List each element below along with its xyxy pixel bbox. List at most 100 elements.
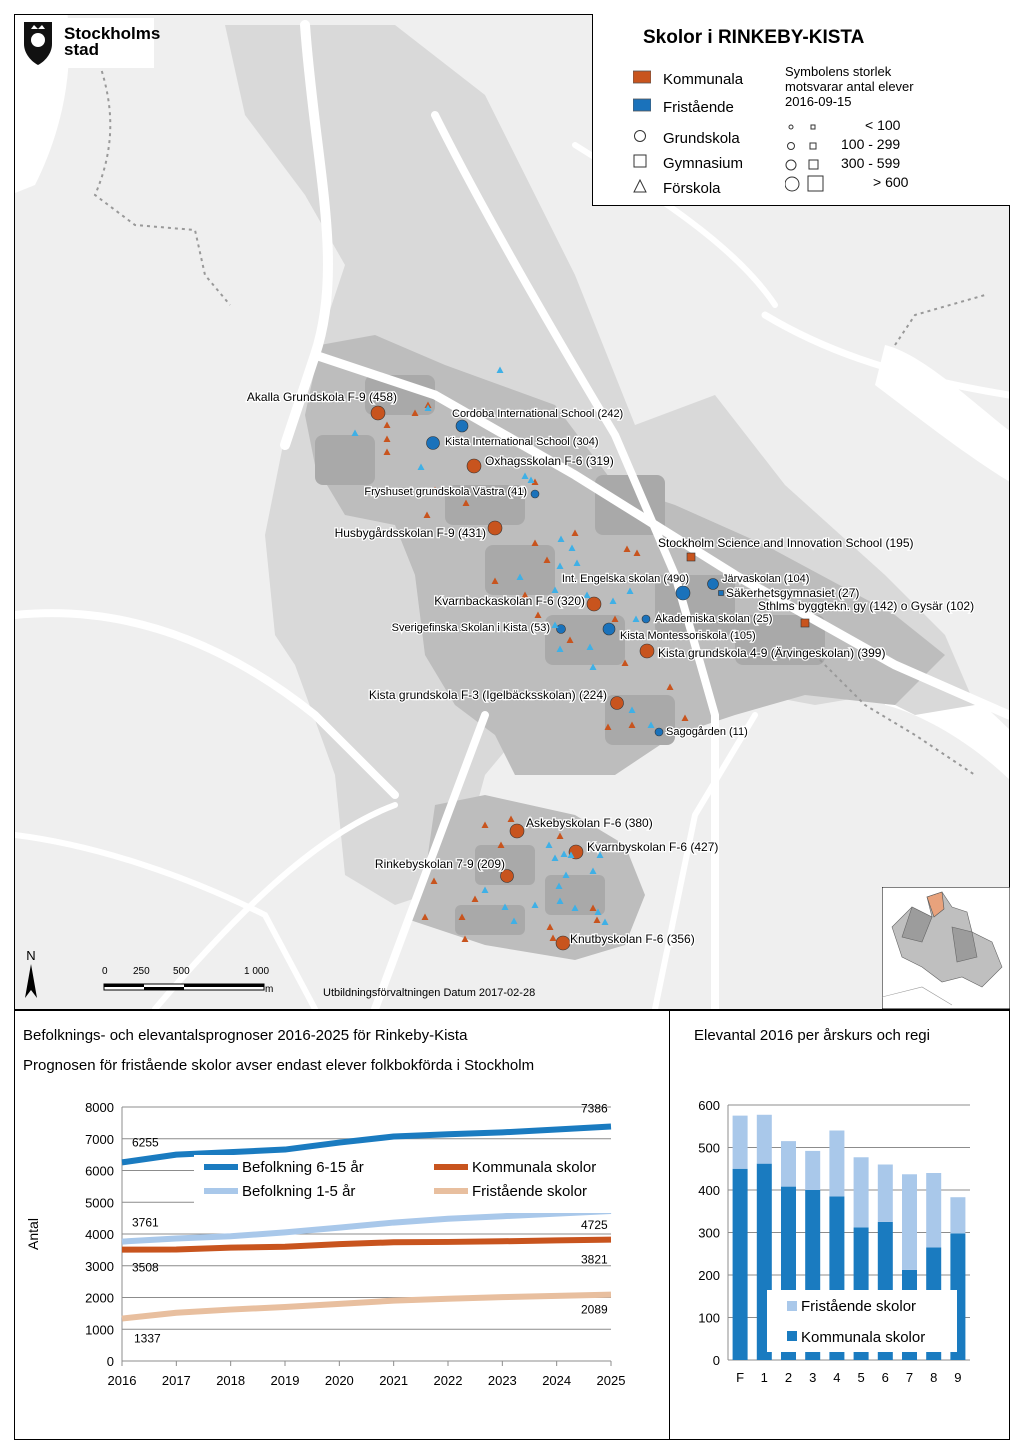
- preschool-marker[interactable]: [417, 463, 425, 471]
- preschool-marker[interactable]: [589, 867, 597, 875]
- preschool-marker[interactable]: [681, 714, 689, 722]
- preschool-marker[interactable]: [609, 597, 617, 605]
- preschool-marker[interactable]: [593, 916, 601, 924]
- school-marker[interactable]: [707, 578, 719, 590]
- preschool-marker[interactable]: [411, 409, 419, 417]
- preschool-marker[interactable]: [556, 562, 564, 570]
- preschool-marker[interactable]: [589, 904, 597, 912]
- school-marker[interactable]: [555, 935, 571, 951]
- preschool-marker[interactable]: [556, 832, 564, 840]
- preschool-marker[interactable]: [471, 895, 479, 903]
- preschool-marker[interactable]: [560, 850, 568, 858]
- school-marker[interactable]: [686, 552, 696, 562]
- school-marker[interactable]: [654, 727, 664, 737]
- preschool-marker[interactable]: [604, 723, 612, 731]
- school-marker[interactable]: [718, 590, 724, 596]
- preschool-marker[interactable]: [430, 877, 438, 885]
- preschool-marker[interactable]: [556, 645, 564, 653]
- preschool-marker[interactable]: [633, 549, 641, 557]
- school-marker[interactable]: [586, 596, 602, 612]
- school-marker[interactable]: [602, 622, 616, 636]
- school-marker[interactable]: [455, 419, 469, 433]
- preschool-marker[interactable]: [351, 429, 359, 437]
- preschool-marker[interactable]: [481, 886, 489, 894]
- logo-line-1: Stockholms: [64, 24, 161, 43]
- preschool-marker[interactable]: [531, 901, 539, 909]
- preschool-marker[interactable]: [611, 615, 619, 623]
- preschool-marker[interactable]: [383, 421, 391, 429]
- y-tick-label: 4000: [85, 1227, 114, 1242]
- school-marker[interactable]: [610, 696, 624, 710]
- preschool-marker[interactable]: [545, 841, 553, 849]
- preschool-marker[interactable]: [589, 663, 597, 671]
- preschool-marker[interactable]: [567, 851, 575, 859]
- preschool-marker[interactable]: [566, 636, 574, 644]
- school-marker[interactable]: [426, 436, 440, 450]
- size-symbol-icon: [788, 124, 816, 130]
- preschool-marker[interactable]: [583, 591, 591, 599]
- preschool-marker[interactable]: [551, 854, 559, 862]
- preschool-marker[interactable]: [501, 903, 509, 911]
- preschool-marker[interactable]: [491, 577, 499, 585]
- preschool-marker[interactable]: [628, 721, 636, 729]
- preschool-marker[interactable]: [628, 706, 636, 714]
- preschool-marker[interactable]: [568, 544, 576, 552]
- preschool-marker[interactable]: [623, 545, 631, 553]
- preschool-marker[interactable]: [562, 871, 570, 879]
- school-marker[interactable]: [639, 643, 655, 659]
- preschool-marker[interactable]: [632, 615, 640, 623]
- preschool-marker[interactable]: [666, 683, 674, 691]
- preschool-marker[interactable]: [551, 586, 559, 594]
- preschool-marker[interactable]: [481, 821, 489, 829]
- preschool-marker[interactable]: [647, 721, 655, 729]
- school-marker[interactable]: [530, 489, 540, 499]
- school-marker[interactable]: [509, 823, 525, 839]
- preschool-marker[interactable]: [497, 841, 505, 849]
- preschool-marker[interactable]: [507, 815, 515, 823]
- preschool-marker[interactable]: [531, 478, 539, 486]
- preschool-marker[interactable]: [557, 535, 565, 543]
- preschool-marker[interactable]: [546, 923, 554, 931]
- preschool-marker[interactable]: [573, 559, 581, 567]
- school-marker[interactable]: [800, 618, 810, 628]
- legend-label: Fristående skolor: [472, 1183, 587, 1200]
- preschool-marker[interactable]: [461, 935, 469, 943]
- preschool-marker[interactable]: [596, 851, 604, 859]
- school-marker[interactable]: [556, 624, 566, 634]
- school-marker[interactable]: [466, 458, 482, 474]
- preschool-marker[interactable]: [571, 529, 579, 537]
- preschool-marker[interactable]: [383, 435, 391, 443]
- preschool-marker[interactable]: [424, 404, 432, 412]
- preschool-marker[interactable]: [510, 917, 518, 925]
- school-marker[interactable]: [487, 520, 503, 536]
- preschool-marker[interactable]: [621, 659, 629, 667]
- preschool-marker[interactable]: [462, 499, 470, 507]
- preschool-marker[interactable]: [551, 621, 559, 629]
- school-marker[interactable]: [641, 614, 651, 624]
- preschool-marker[interactable]: [527, 476, 535, 484]
- preschool-marker[interactable]: [421, 913, 429, 921]
- preschool-marker[interactable]: [556, 897, 564, 905]
- preschool-marker[interactable]: [496, 366, 504, 374]
- map-canvas[interactable]: Akalla Grundskola F-9 (458) Cordoba Inter…: [15, 15, 1009, 1009]
- preschool-marker[interactable]: [423, 511, 431, 519]
- preschool-marker[interactable]: [555, 882, 563, 890]
- preschool-marker[interactable]: [516, 573, 524, 581]
- preschool-marker[interactable]: [431, 486, 439, 494]
- school-marker[interactable]: [370, 405, 386, 421]
- preschool-marker[interactable]: [458, 913, 466, 921]
- preschool-marker[interactable]: [549, 934, 557, 942]
- preschool-marker[interactable]: [521, 591, 529, 599]
- preschool-marker[interactable]: [534, 611, 542, 619]
- preschool-marker[interactable]: [543, 556, 551, 564]
- preschool-marker[interactable]: [521, 472, 529, 480]
- preschool-marker[interactable]: [594, 908, 602, 916]
- preschool-marker[interactable]: [531, 539, 539, 547]
- preschool-marker[interactable]: [383, 448, 391, 456]
- preschool-marker[interactable]: [571, 904, 579, 912]
- preschool-marker[interactable]: [601, 918, 609, 926]
- preschool-marker[interactable]: [626, 587, 634, 595]
- school-marker[interactable]: [500, 869, 514, 883]
- preschool-marker[interactable]: [586, 643, 594, 651]
- school-marker[interactable]: [675, 585, 691, 601]
